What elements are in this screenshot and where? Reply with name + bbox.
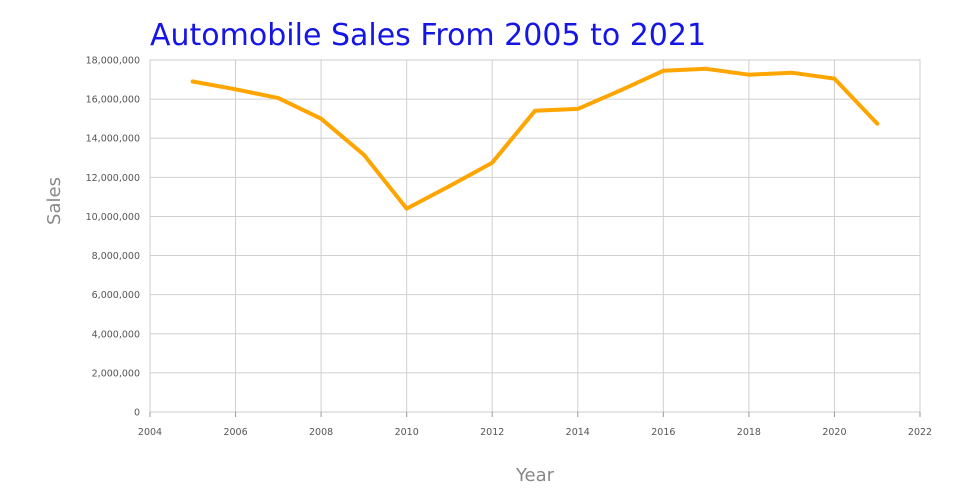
data-point (704, 66, 709, 71)
data-point (875, 121, 880, 126)
x-tick-label: 2018 (737, 427, 761, 438)
data-point (319, 116, 324, 121)
data-point (276, 96, 281, 101)
plot-area (149, 59, 921, 413)
data-point (575, 106, 580, 111)
y-tick-label: 6,000,000 (92, 290, 140, 301)
data-point (404, 206, 409, 211)
data-point (490, 160, 495, 165)
data-point (233, 87, 238, 92)
data-point (447, 184, 452, 189)
x-tick-label: 2020 (822, 427, 846, 438)
x-tick-label: 2006 (223, 427, 247, 438)
y-tick-label: 2,000,000 (92, 368, 140, 379)
x-tick-label: 2022 (908, 427, 932, 438)
data-point (190, 79, 195, 84)
y-tick-label: 14,000,000 (86, 134, 140, 145)
series-layer (190, 66, 880, 211)
y-tick-label: 16,000,000 (86, 95, 140, 106)
x-axis-title: Year (515, 465, 555, 486)
data-point (832, 76, 837, 81)
y-tick-label: 0 (134, 408, 140, 419)
data-point (533, 108, 537, 113)
data-point (361, 152, 366, 157)
x-tick-label: 2014 (566, 427, 590, 438)
data-point (746, 72, 751, 77)
data-point (789, 70, 794, 75)
x-tick-label: 2010 (395, 427, 419, 438)
x-tick-label: 2012 (480, 427, 504, 438)
y-tick-label: 12,000,000 (86, 173, 140, 184)
y-axis-ticks: 0 2,000,000 4,000,000 6,000,000 8,000,000 10,… (86, 56, 140, 419)
x-tick-label: 2016 (651, 427, 675, 438)
chart-title: Automobile Sales From 2005 to 2021 (150, 18, 707, 53)
data-point (618, 88, 623, 93)
x-tick-label: 2008 (309, 427, 333, 438)
y-tick-label: 8,000,000 (92, 251, 140, 262)
y-tick-label: 10,000,000 (86, 212, 140, 223)
y-tick-label: 18,000,000 (86, 56, 140, 67)
data-point (661, 68, 666, 73)
y-tick-label: 4,000,000 (92, 329, 140, 340)
x-tick-label: 2004 (138, 427, 162, 438)
x-axis-ticks: 2004 2006 2008 2010 2012 2014 2016 2018 2020 2022 (138, 412, 932, 438)
y-axis-title: Sales (44, 177, 65, 225)
